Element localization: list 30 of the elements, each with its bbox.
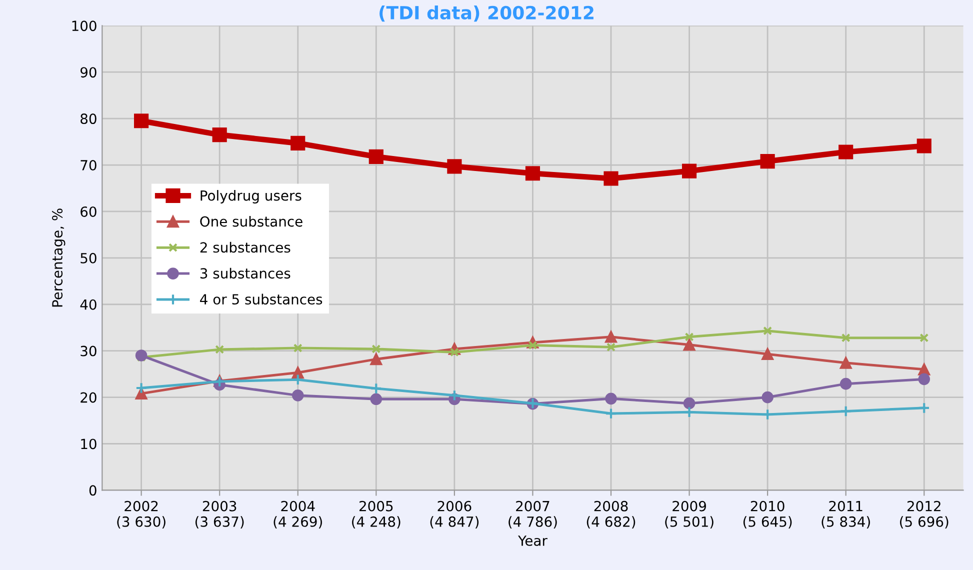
x-tick-label: 2002 (3 630)	[117, 500, 166, 529]
x-tick-label: 2008 (4 682)	[586, 500, 636, 529]
legend-label: 3 substances	[200, 268, 290, 279]
x-tick-label: 2005 (4 248)	[352, 500, 400, 529]
y-tick-label: 90	[80, 67, 96, 78]
legend-label: Polydrug users	[200, 190, 302, 204]
x-tick-label: 2012 (5 696)	[900, 500, 948, 529]
y-tick-label: 100	[72, 20, 96, 32]
y-tick-label: 80	[80, 114, 96, 124]
x-tick-label: 2011 (5 834)	[822, 500, 870, 529]
x-tick-label: 2009 (5 501)	[665, 500, 714, 529]
chart-title: (TDI data) 2002-2012	[380, 6, 594, 22]
x-tick-label: 2004 (4 269)	[274, 500, 322, 529]
y-tick-label: 0	[89, 485, 96, 496]
y-tick-label: 10	[81, 438, 96, 450]
legend-label: One substance	[200, 216, 302, 227]
x-tick-label: 2006 (4 847)	[430, 500, 479, 529]
y-tick-label: 70	[80, 160, 96, 170]
x-tick-label: 2007 (4 786)	[508, 500, 557, 529]
y-tick-label: 40	[80, 299, 96, 310]
legend-label: 4 or 5 substances	[200, 294, 322, 305]
x-axis-title: Year	[518, 536, 548, 546]
legend-label: 2 substances	[200, 242, 290, 253]
y-tick-label: 30	[80, 346, 96, 356]
y-tick-label: 50	[80, 252, 96, 264]
y-tick-label: 20	[80, 392, 96, 403]
x-tick-label: 2003 (3 637)	[195, 500, 244, 529]
y-tick-label: 60	[80, 206, 96, 217]
y-axis-title: Percentage, %	[52, 208, 66, 307]
x-tick-label: 2010 (5 645)	[743, 500, 792, 529]
